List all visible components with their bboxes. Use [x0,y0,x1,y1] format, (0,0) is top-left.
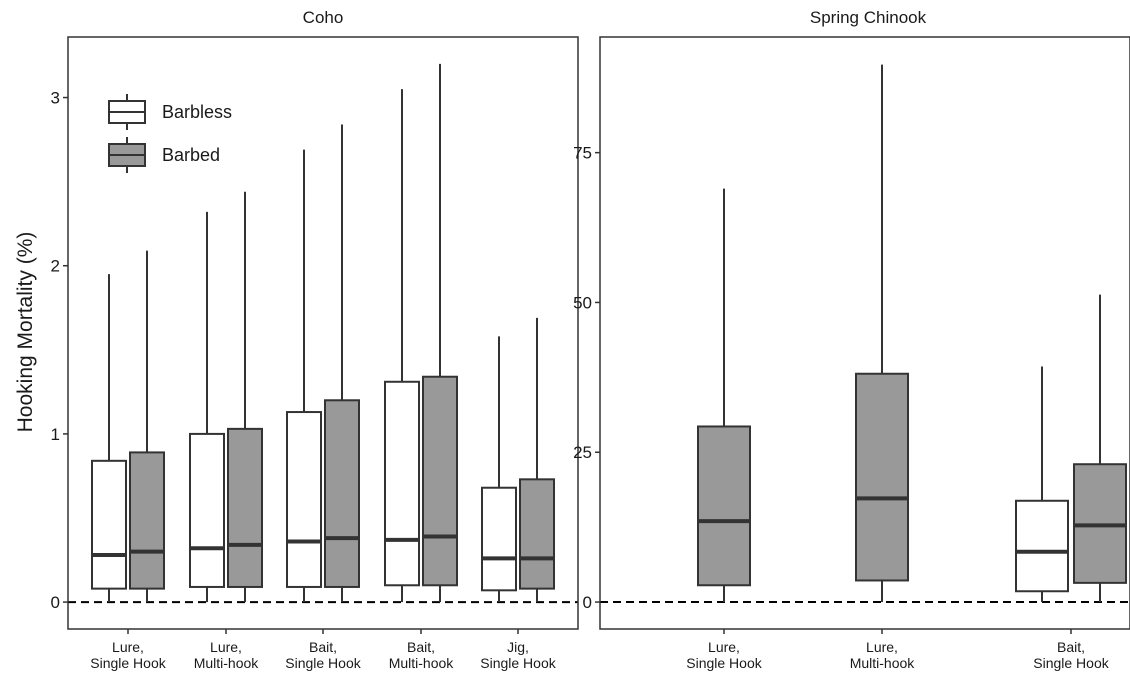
y-tick-label: 1 [51,425,60,444]
box-barbed [697,188,751,603]
x-tick-label-line: Bait, [407,639,435,655]
box-barbless [1015,366,1069,603]
box-iqr [697,425,751,587]
x-tick-label: Lure, Multi-hook [194,639,260,671]
legend-key-barbless [108,94,146,130]
x-tick-label-line: Single Hook [480,655,556,671]
x-tick-label: Bait, Multi-hook [389,639,455,671]
x-tick-label-line: Lure, [708,639,740,655]
box-iqr [189,432,225,588]
box-iqr [129,451,165,590]
legend-label: Barbed [162,145,220,165]
x-tick-label: Lure, Single Hook [686,639,762,671]
panel-border [67,36,579,630]
panel-title: Spring Chinook [810,8,927,27]
box-iqr [422,375,458,587]
y-tick-label: 25 [573,443,592,462]
box-iqr [91,459,127,590]
x-tick-label-line: Multi-hook [194,655,260,671]
x-tick-label: Lure, Multi-hook [850,639,916,671]
panel-border [599,36,1130,630]
box-barbless [91,274,127,603]
box-iqr [1015,499,1069,593]
box-barbed [1073,294,1127,603]
box-barbed [324,124,360,603]
box-iqr [227,427,263,588]
y-axis-label: Hooking Mortality (%) [14,232,37,433]
y-tick-label: 3 [51,89,60,108]
x-tick-label-line: Single Hook [285,655,361,671]
box-barbed [855,64,909,603]
x-tick-label-line: Lure, [866,639,898,655]
box-iqr [519,478,555,590]
box-barbed [227,191,263,603]
x-tick-label-line: Bait, [1057,639,1085,655]
x-tick-label: Jig, Single Hook [480,639,556,671]
legend-label: Barbless [162,102,232,122]
x-tick-label-line: Single Hook [90,655,166,671]
box-barbless [481,336,517,603]
legend: Barbless Barbed [108,94,232,173]
box-barbed [129,250,165,603]
y-tick-label: 50 [573,293,592,312]
x-tick-label-line: Bait, [309,639,337,655]
box-barbed [422,63,458,603]
x-tick-label: Lure, Single Hook [90,639,166,671]
y-tick-label: 75 [573,144,592,163]
x-tick-label-line: Multi-hook [850,655,916,671]
box-barbless [384,89,420,603]
box-barbless [286,149,322,603]
y-tick-label: 0 [51,593,60,612]
x-tick-label-line: Single Hook [686,655,762,671]
x-tick-label-line: Lure, [112,639,144,655]
box-barbless [189,211,225,603]
box-iqr [481,486,517,592]
box-iqr [384,380,420,587]
x-tick-label-line: Lure, [210,639,242,655]
x-tick-label-line: Jig, [507,639,529,655]
x-tick-label: Bait, Single Hook [285,639,361,671]
box-iqr [324,399,360,588]
x-tick-label: Bait, Single Hook [1033,639,1109,671]
box-iqr [855,372,909,582]
panel-title: Coho [303,8,344,27]
y-tick-label: 0 [583,593,592,612]
box-barbed [519,317,555,603]
x-tick-label-line: Multi-hook [389,655,455,671]
x-tick-label-line: Single Hook [1033,655,1109,671]
legend-key-barbed [108,137,146,173]
y-tick-label: 2 [51,257,60,276]
box-iqr [286,411,322,588]
